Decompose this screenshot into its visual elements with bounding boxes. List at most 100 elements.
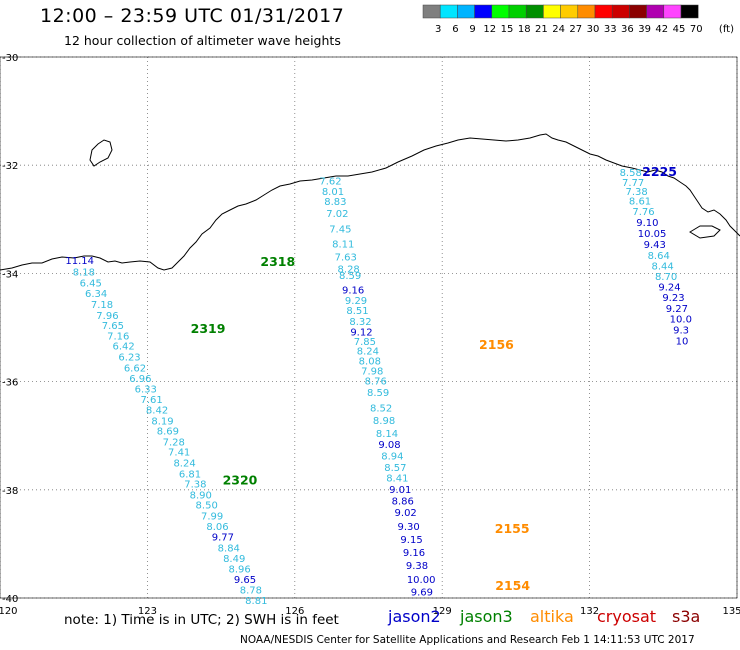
wave-height-value: 6.23: [118, 353, 140, 364]
lon-label: 120: [0, 606, 18, 617]
legend-swatch: [680, 4, 699, 19]
wave-height-value: 7.61: [141, 395, 163, 406]
wave-height-value: 8.70: [655, 272, 677, 283]
lat-label: -40: [2, 594, 18, 605]
wave-height-value: 7.02: [326, 209, 348, 220]
wave-height-value: 7.28: [163, 437, 185, 448]
wave-height-value: 7.18: [91, 300, 113, 311]
wave-height-value: 8.59: [339, 271, 361, 282]
wave-height-value: 8.14: [376, 429, 398, 440]
pass-label: 2155: [495, 521, 530, 536]
wave-height-value: 8.24: [173, 459, 195, 470]
wave-height-value: 8.57: [384, 463, 406, 474]
wave-height-value: 7.63: [335, 252, 357, 263]
pass-label: 2318: [260, 254, 295, 269]
pass-label: 2319: [191, 321, 226, 336]
satellite-altika: altika: [530, 607, 574, 626]
satellite-s3a: s3a: [672, 607, 701, 626]
wave-height-value: 8.98: [373, 416, 395, 427]
wave-height-value: 9.24: [658, 283, 680, 294]
legend-label: 12: [483, 24, 496, 35]
legend-label: 3: [435, 24, 441, 35]
satellite-cryosat: cryosat: [597, 607, 657, 626]
legend-label: 18: [518, 24, 531, 35]
legend-label: 39: [638, 24, 651, 35]
wave-height-value: 8.28: [338, 264, 360, 275]
wave-height-value: 7.65: [102, 321, 124, 332]
axis-labels: 120 123 126 129 132 135 -30 -32 -34 -36 -38 -40: [0, 53, 740, 617]
wave-height-value: 6.42: [113, 342, 135, 353]
wave-height-value: 9.29: [345, 296, 367, 307]
wave-height-value: 8.78: [240, 586, 262, 597]
lon-label: 135: [722, 606, 740, 617]
wave-height-value: 8.11: [332, 239, 354, 250]
track-jason2_2225: 8.587.777.388.617.769.1010.059.438.648.4…: [620, 168, 692, 347]
map-subtitle: 12 hour collection of altimeter wave hei…: [64, 33, 341, 48]
wave-height-value: 7.99: [201, 512, 223, 523]
color-legend: 3 6 9 12 15 18 21 24 27 30 33 36 39 42 45 70 (ft): [422, 4, 734, 35]
pass-label: 2225: [642, 164, 677, 179]
wave-height-value: 7.41: [168, 448, 190, 459]
legend-label: 70: [690, 24, 703, 35]
lat-label: -38: [2, 486, 18, 497]
wave-height-value: 6.45: [80, 278, 102, 289]
wave-height-value: 8.44: [652, 262, 674, 273]
wave-height-value: 8.58: [620, 168, 642, 179]
kangaroo-island: [689, 225, 721, 239]
wave-height-value: 8.84: [218, 543, 240, 554]
wave-height-value: 8.41: [386, 474, 408, 485]
pass-label: 2320: [223, 472, 258, 487]
lat-label: -36: [2, 378, 18, 389]
wave-height-value: 8.86: [392, 496, 414, 507]
track-altika_2154_2156: 7.628.018.837.027.458.117.638.288.599.16…: [319, 177, 435, 599]
pass-label: 2156: [479, 337, 514, 352]
wave-height-tracks: 11.148.186.456.347.187.967.657.166.426.2…: [65, 168, 692, 607]
wave-height-value: 8.06: [206, 522, 228, 533]
wave-height-value: 9.15: [400, 535, 422, 546]
wave-height-value: 6.96: [129, 374, 151, 385]
wave-height-value: 9.10: [636, 218, 658, 229]
wave-height-value: 9.02: [395, 508, 417, 519]
wave-height-value: 8.69: [157, 427, 179, 438]
legend-label: 42: [655, 24, 668, 35]
wave-height-value: 8.24: [357, 347, 379, 358]
wave-height-value: 7.98: [361, 367, 383, 378]
legend-unit: (ft): [719, 24, 734, 35]
lat-label: -32: [2, 161, 18, 172]
wave-height-value: 9.16: [342, 285, 364, 296]
wave-height-value: 8.94: [381, 452, 403, 463]
wave-height-value: 6.81: [179, 469, 201, 480]
wave-height-value: 6.62: [124, 363, 146, 374]
recherche-islands: [89, 139, 113, 167]
wave-height-value: 8.81: [245, 596, 267, 607]
legend-label: 30: [587, 24, 600, 35]
track-jason3_2318_2320: 11.148.186.456.347.187.967.657.166.426.2…: [65, 256, 267, 607]
lat-label: -30: [2, 53, 18, 64]
legend-label: 36: [621, 24, 634, 35]
footer-note: note: 1) Time is in UTC; 2) SWH is in fe…: [64, 612, 339, 628]
lon-label: 126: [285, 606, 304, 617]
legend-label: 9: [469, 24, 475, 35]
wave-height-value: 7.96: [96, 311, 118, 322]
wave-height-value: 11.14: [65, 256, 94, 267]
lat-label: -34: [2, 269, 18, 280]
wave-height-value: 10.0: [670, 315, 692, 326]
wave-height-value: 7.77: [622, 178, 644, 189]
legend-label: 6: [452, 24, 458, 35]
wave-height-value: 7.38: [625, 187, 647, 198]
coastline: [0, 133, 740, 271]
wave-height-value: 9.08: [378, 440, 400, 451]
wave-height-value: 7.85: [354, 337, 376, 348]
wave-height-value: 9.38: [406, 561, 428, 572]
legend-label: 24: [552, 24, 565, 35]
wave-height-value: 7.76: [632, 207, 654, 218]
wave-height-value: 9.77: [212, 533, 234, 544]
satellite-jason2: jason2: [388, 607, 441, 626]
wave-height-value: 6.33: [135, 384, 157, 395]
wave-height-value: 10: [676, 336, 689, 347]
wave-height-value: 7.45: [329, 224, 351, 235]
australia-coastline: [0, 133, 740, 271]
wave-height-value: 8.76: [365, 376, 387, 387]
pass-labels: 2318 2319 2320 2156 2155 2154 2225: [191, 164, 677, 593]
